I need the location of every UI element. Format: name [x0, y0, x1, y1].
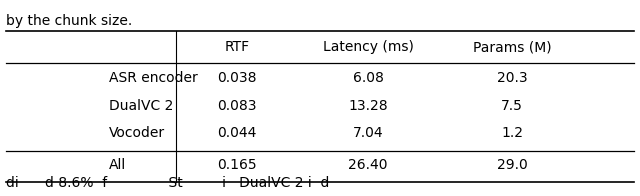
Text: 0.083: 0.083 — [217, 99, 257, 113]
Text: All: All — [109, 158, 126, 172]
Text: 7.04: 7.04 — [353, 126, 383, 140]
Text: by the chunk size.: by the chunk size. — [6, 14, 132, 28]
Text: 0.038: 0.038 — [217, 71, 257, 85]
Text: Latency (ms): Latency (ms) — [323, 40, 413, 54]
Text: 29.0: 29.0 — [497, 158, 527, 172]
Text: 13.28: 13.28 — [348, 99, 388, 113]
Text: 7.5: 7.5 — [501, 99, 523, 113]
Text: Vocoder: Vocoder — [109, 126, 165, 140]
Text: ASR encoder: ASR encoder — [109, 71, 198, 85]
Text: 1.2: 1.2 — [501, 126, 523, 140]
Text: 0.165: 0.165 — [217, 158, 257, 172]
Text: Params (M): Params (M) — [473, 40, 551, 54]
Text: 6.08: 6.08 — [353, 71, 383, 85]
Text: RTF: RTF — [224, 40, 250, 54]
Text: 0.044: 0.044 — [217, 126, 257, 140]
Text: di      d 8.6%  f              St         i   DualVC 2 i  d: di d 8.6% f St i DualVC 2 i d — [6, 176, 330, 190]
Text: 20.3: 20.3 — [497, 71, 527, 85]
Text: 26.40: 26.40 — [348, 158, 388, 172]
Text: DualVC 2: DualVC 2 — [109, 99, 173, 113]
